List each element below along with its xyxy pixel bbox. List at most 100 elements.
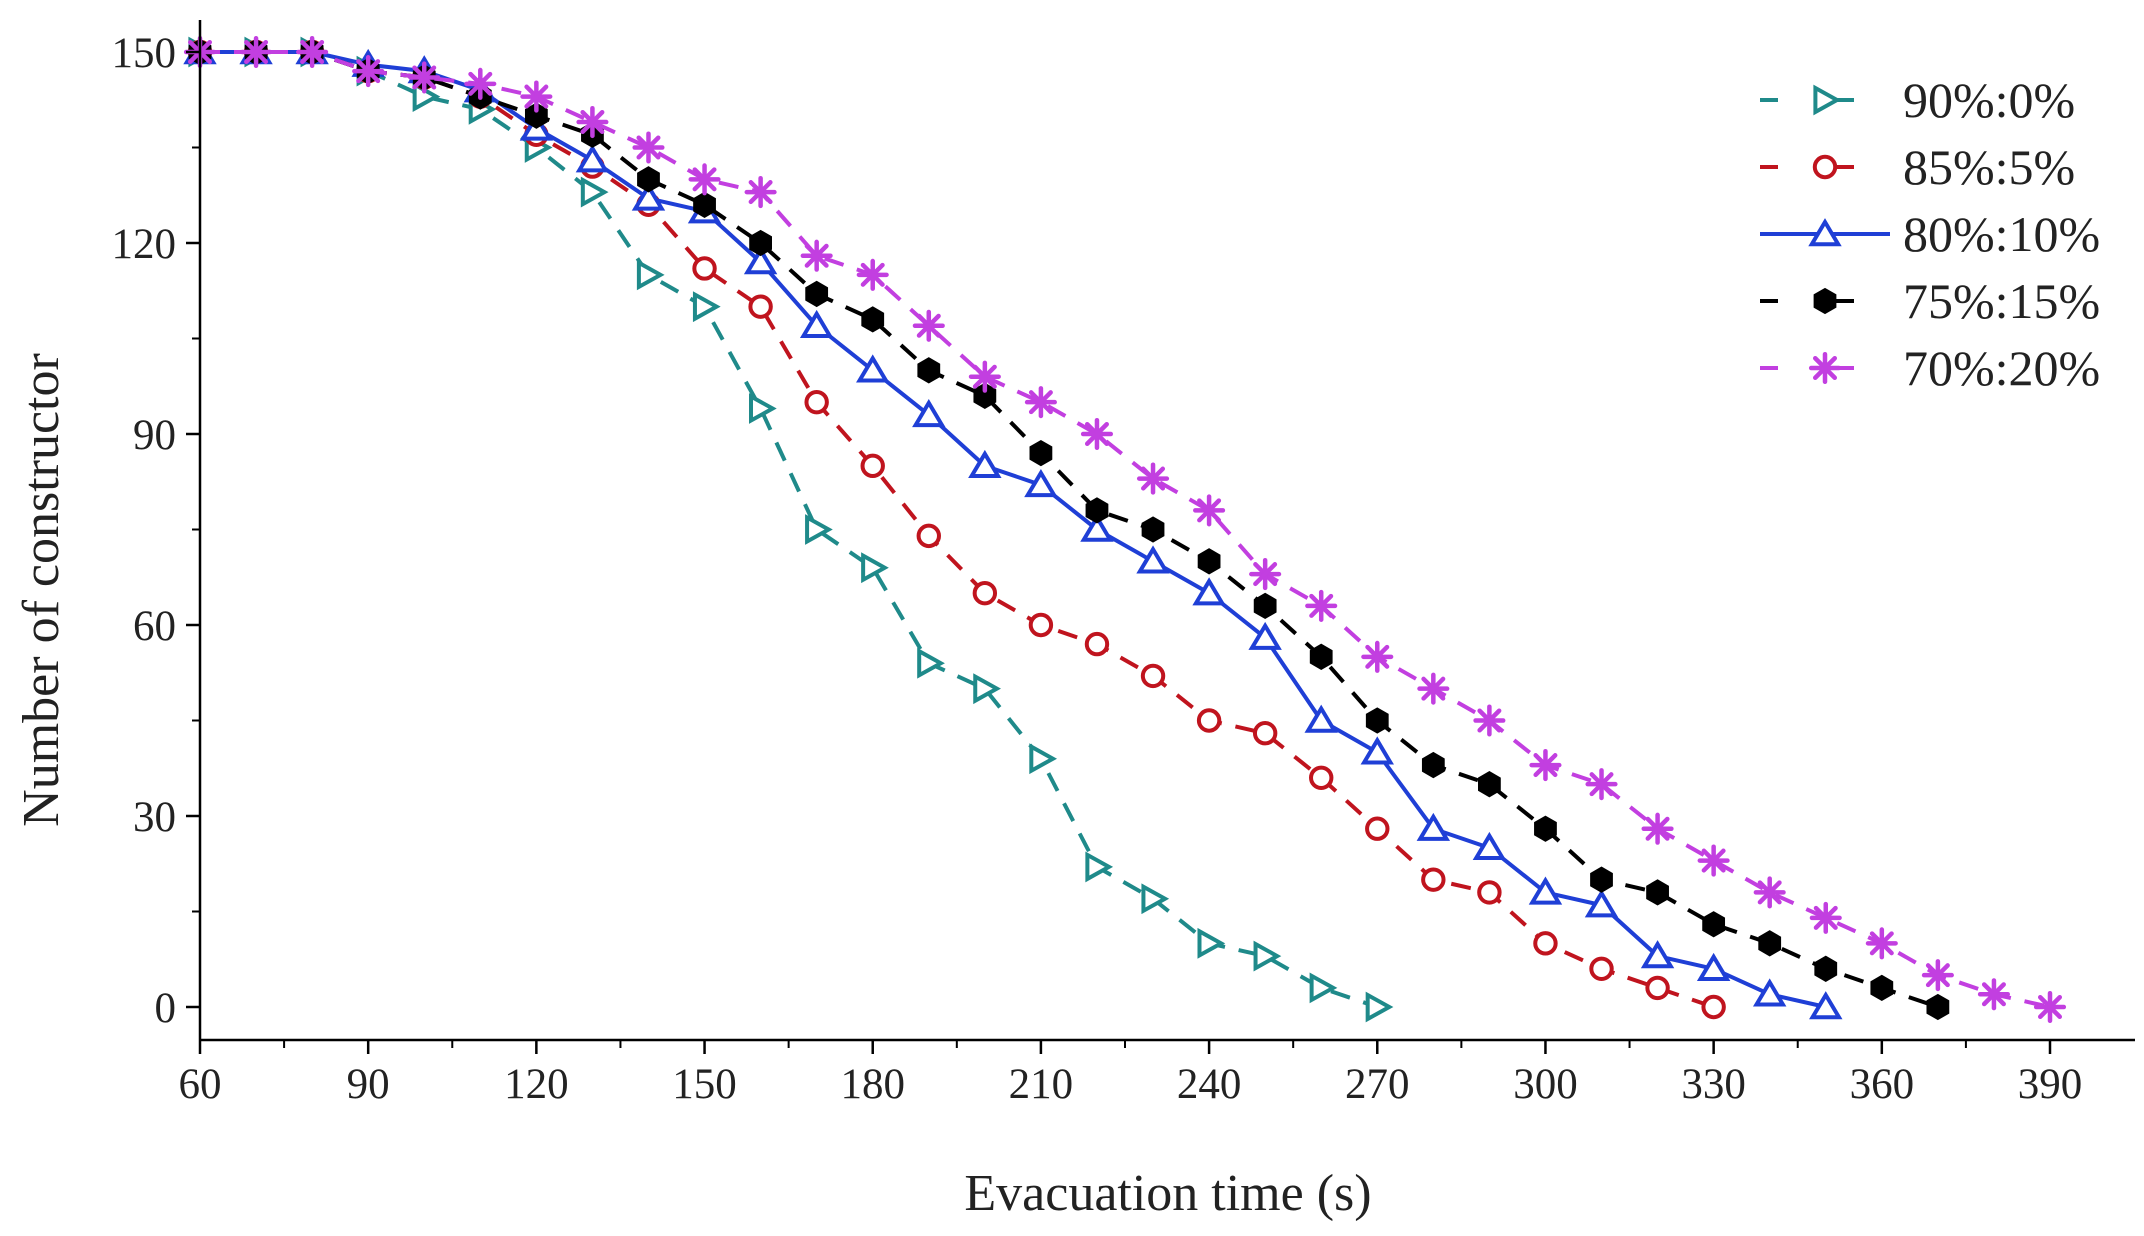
data-point xyxy=(692,256,717,281)
data-point xyxy=(1641,812,1674,845)
legend-label: 75%:15% xyxy=(1903,273,2100,329)
data-point xyxy=(1977,978,2010,1011)
legend-marker xyxy=(1808,351,1842,385)
x-tick-label: 60 xyxy=(179,1061,222,1108)
legend-marker xyxy=(1808,218,1842,247)
data-point xyxy=(1809,901,1842,934)
x-tick-label: 210 xyxy=(1009,1061,1074,1108)
data-point xyxy=(1085,497,1109,524)
data-point xyxy=(1701,994,1726,1020)
legend-label: 85%:5% xyxy=(1903,139,2075,195)
data-point xyxy=(1360,736,1394,765)
y-axis-title: Number of constructor xyxy=(13,353,70,827)
data-point xyxy=(580,176,609,208)
data-point xyxy=(800,239,833,272)
data-point xyxy=(1585,768,1618,801)
data-point xyxy=(1645,975,1670,1001)
data-point xyxy=(1421,867,1446,892)
series-80%:10% xyxy=(183,36,1843,1020)
data-point xyxy=(1926,993,1950,1021)
data-point xyxy=(1248,621,1282,650)
legend-item: 85%:5% xyxy=(1760,139,2075,195)
series-line xyxy=(200,50,1715,1009)
x-tick-label: 390 xyxy=(2018,1061,2083,1108)
legend-label: 80%:10% xyxy=(1903,206,2100,262)
data-point xyxy=(1697,844,1730,877)
data-point xyxy=(805,280,829,308)
data-point xyxy=(1136,545,1170,574)
data-point xyxy=(1365,816,1390,841)
data-point xyxy=(1309,765,1334,790)
data-point xyxy=(1696,952,1731,981)
data-point xyxy=(1702,911,1726,938)
series-75%:15% xyxy=(188,38,1950,1021)
series-90%:0% xyxy=(188,36,1394,1023)
y-tick-label: 150 xyxy=(112,30,177,77)
data-point xyxy=(749,229,772,257)
data-point xyxy=(973,382,997,409)
data-point xyxy=(1365,707,1389,734)
data-point xyxy=(1080,513,1114,542)
data-point xyxy=(1865,927,1898,960)
legend-marker xyxy=(1813,84,1842,116)
data-point xyxy=(1646,879,1669,906)
data-point xyxy=(1197,548,1221,575)
data-point xyxy=(2033,990,2067,1024)
data-point xyxy=(912,398,946,428)
data-point xyxy=(1758,930,1782,957)
x-tick-label: 120 xyxy=(504,1061,569,1108)
data-point xyxy=(1029,743,1058,775)
x-tick-label: 90 xyxy=(347,1061,390,1108)
data-point xyxy=(632,131,665,164)
data-point xyxy=(1814,955,1838,982)
data-point xyxy=(1196,708,1222,733)
series-layer xyxy=(183,35,2067,1024)
data-point xyxy=(1085,851,1114,883)
y-tick-label: 90 xyxy=(133,412,176,459)
data-point xyxy=(1528,876,1563,905)
data-point xyxy=(861,306,885,333)
data-point xyxy=(856,258,889,291)
data-point xyxy=(692,291,721,323)
data-point xyxy=(1309,643,1333,670)
data-point xyxy=(1477,880,1502,905)
data-point xyxy=(1253,592,1277,620)
data-point xyxy=(968,360,1001,393)
data-point xyxy=(1361,640,1394,673)
data-point xyxy=(524,102,548,129)
axes-layer: 60 90 120 150 180 210 240 270 300 330 360 390 0 30 60 9… xyxy=(112,20,2135,1108)
data-point xyxy=(1753,876,1786,909)
data-point xyxy=(1136,462,1170,495)
data-point xyxy=(688,163,721,196)
series-85%:5% xyxy=(187,39,1726,1020)
data-point xyxy=(1309,972,1338,1004)
x-tick-label: 300 xyxy=(1513,1061,1578,1108)
data-point xyxy=(1590,866,1613,893)
data-point xyxy=(743,246,778,275)
legend-item: 70%:20% xyxy=(1760,340,2100,396)
data-point xyxy=(1197,927,1226,959)
data-point xyxy=(1752,978,1787,1007)
legend-marker xyxy=(1812,154,1838,180)
data-point xyxy=(1252,721,1278,746)
data-point xyxy=(408,61,441,94)
data-point xyxy=(1192,577,1226,606)
data-point xyxy=(1478,771,1501,798)
x-tick-label: 240 xyxy=(1177,1061,1242,1108)
data-point xyxy=(636,259,665,291)
y-tick-label: 60 xyxy=(133,603,176,650)
x-tick-label: 360 xyxy=(1850,1061,1915,1108)
series-70%:20% xyxy=(183,35,2067,1024)
data-point xyxy=(1870,974,1894,1002)
data-point xyxy=(1529,749,1562,782)
y-tick-label: 30 xyxy=(133,794,176,841)
data-point xyxy=(1024,469,1058,498)
x-tick-label: 330 xyxy=(1681,1061,1746,1108)
data-point xyxy=(973,673,1001,705)
data-point xyxy=(693,191,716,218)
data-point xyxy=(352,55,385,88)
data-point xyxy=(1472,831,1507,861)
x-axis-title: Evacuation time (s) xyxy=(964,1165,1371,1222)
legend-label: 70%:20% xyxy=(1903,340,2100,396)
